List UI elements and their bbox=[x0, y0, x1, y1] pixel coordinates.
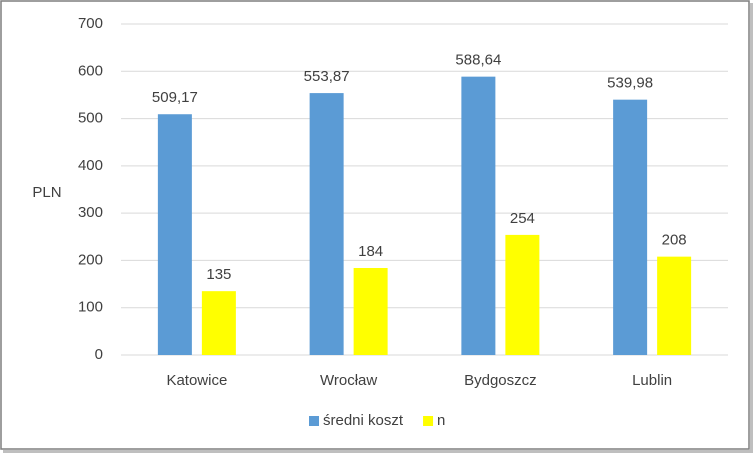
bar bbox=[201, 291, 236, 355]
value-label: 539,98 bbox=[607, 75, 653, 92]
x-tick-label: Lublin bbox=[632, 372, 672, 389]
y-tick-label: 200 bbox=[78, 251, 103, 268]
legend-swatch bbox=[309, 416, 319, 426]
x-tick-label: Katowice bbox=[166, 372, 227, 389]
bar bbox=[461, 76, 496, 355]
y-tick-label: 300 bbox=[78, 204, 103, 221]
y-axis-label: PLN bbox=[32, 184, 61, 201]
value-label: 553,87 bbox=[304, 68, 350, 85]
legend-swatch bbox=[423, 416, 434, 426]
bar bbox=[309, 93, 344, 355]
value-label: 509,17 bbox=[152, 89, 198, 106]
y-tick-label: 0 bbox=[95, 346, 103, 363]
bar bbox=[353, 267, 388, 355]
value-label: 135 bbox=[206, 266, 231, 283]
value-label: 184 bbox=[358, 243, 383, 260]
value-label: 208 bbox=[662, 232, 687, 249]
bar bbox=[505, 234, 540, 355]
y-tick-label: 100 bbox=[78, 299, 103, 316]
value-label: 254 bbox=[510, 210, 535, 227]
y-tick-label: 500 bbox=[78, 110, 103, 127]
chart-shadow bbox=[750, 3, 753, 453]
bar bbox=[613, 99, 648, 356]
chart-shadow bbox=[3, 450, 753, 453]
x-tick-label: Bydgoszcz bbox=[464, 372, 537, 389]
bar bbox=[157, 114, 192, 356]
y-tick-label: 400 bbox=[78, 157, 103, 174]
value-label: 588,64 bbox=[455, 52, 501, 69]
legend-label: średni koszt bbox=[323, 412, 404, 429]
y-tick-label: 600 bbox=[78, 62, 103, 79]
legend-label: n bbox=[437, 412, 445, 429]
y-tick-label: 700 bbox=[78, 15, 103, 32]
x-tick-label: Wrocław bbox=[320, 372, 377, 389]
bar bbox=[657, 256, 692, 355]
